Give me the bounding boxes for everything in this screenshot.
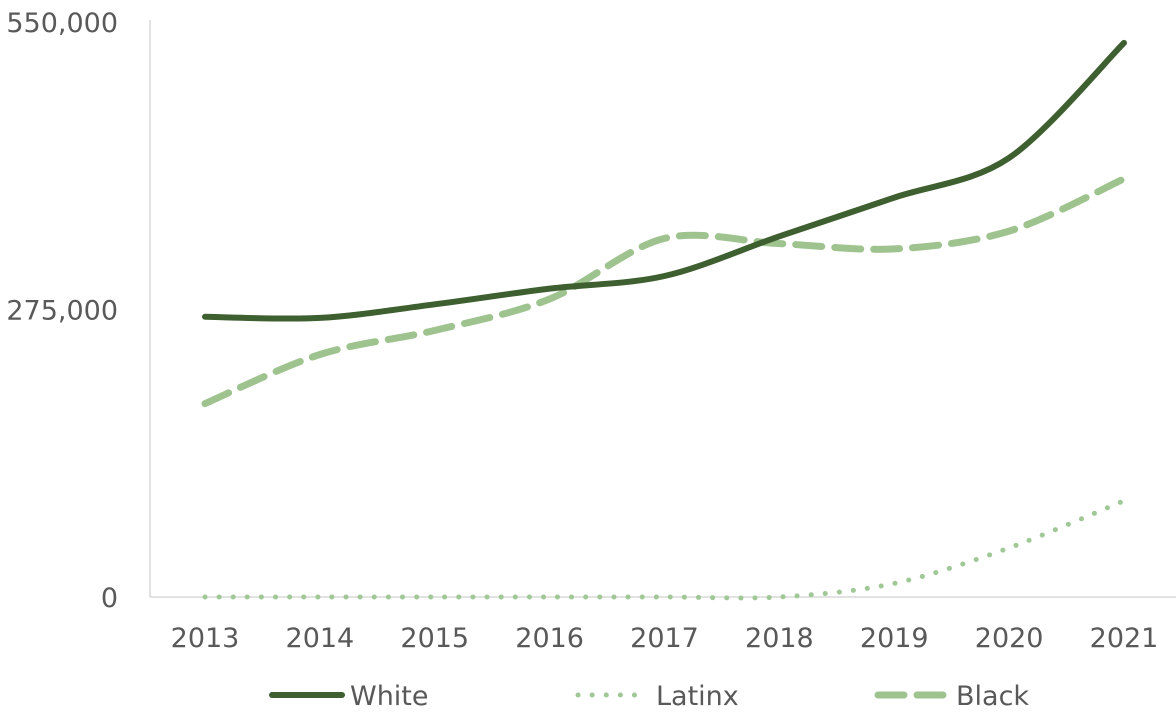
y-tick-label: 275,000 [6, 296, 118, 327]
x-tick-label: 2014 [286, 623, 355, 654]
x-tick-label: 2020 [975, 623, 1044, 654]
series-line-black [201, 175, 1128, 408]
x-tick-label: 2021 [1090, 623, 1159, 654]
legend-label-white: White [350, 681, 429, 712]
x-tick-label: 2019 [860, 623, 929, 654]
x-tick-label: 2013 [171, 623, 240, 654]
series-lines [201, 39, 1128, 601]
legend: White Latinx Black [269, 681, 1029, 712]
y-tick-label: 550,000 [6, 8, 118, 39]
x-tick-label: 2016 [515, 623, 584, 654]
legend-label-black: Black [956, 681, 1029, 712]
axes [149, 20, 1176, 598]
x-tick-labels: 2013 2014 2015 2016 2017 2018 2019 2020 2021 [171, 623, 1159, 654]
x-tick-label: 2017 [630, 623, 699, 654]
x-tick-label: 2018 [745, 623, 814, 654]
legend-label-latinx: Latinx [656, 681, 739, 712]
x-tick-label: 2015 [400, 623, 469, 654]
series-line-white [202, 39, 1127, 322]
y-tick-labels: 0 275,000 550,000 [6, 8, 118, 614]
series-line-latinx [202, 498, 1127, 601]
y-tick-label: 0 [101, 583, 118, 614]
